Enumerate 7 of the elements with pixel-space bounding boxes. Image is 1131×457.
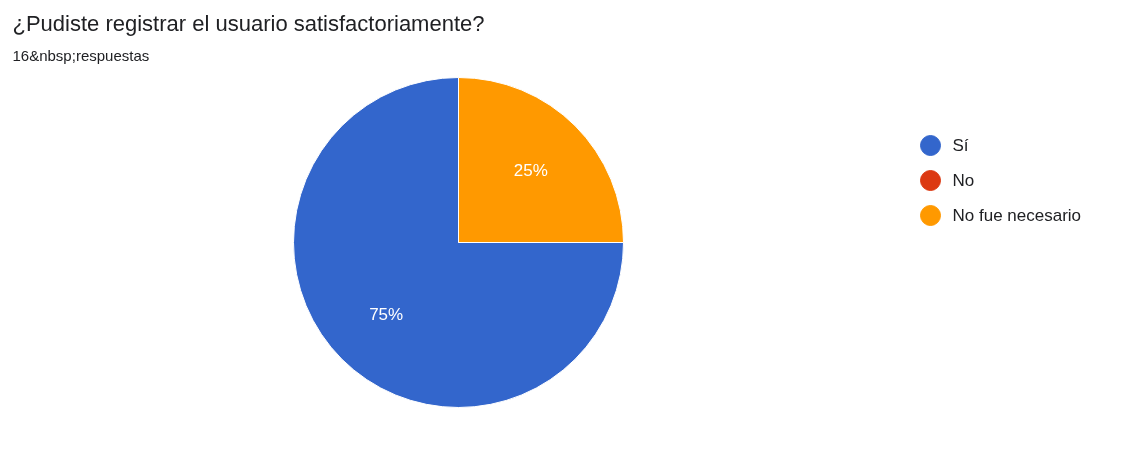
legend-label: Sí [952, 136, 969, 155]
legend-label: No fue necesario [952, 206, 1082, 225]
text: 16&nbsp;respuestas [12, 46, 150, 64]
chart-title: ¿Pudiste registrar el usuario satisfactoriamente? [12, 10, 485, 36]
data-label: 75% [369, 305, 404, 325]
legend-label: No [952, 171, 975, 190]
data-label: 25% [513, 160, 548, 180]
